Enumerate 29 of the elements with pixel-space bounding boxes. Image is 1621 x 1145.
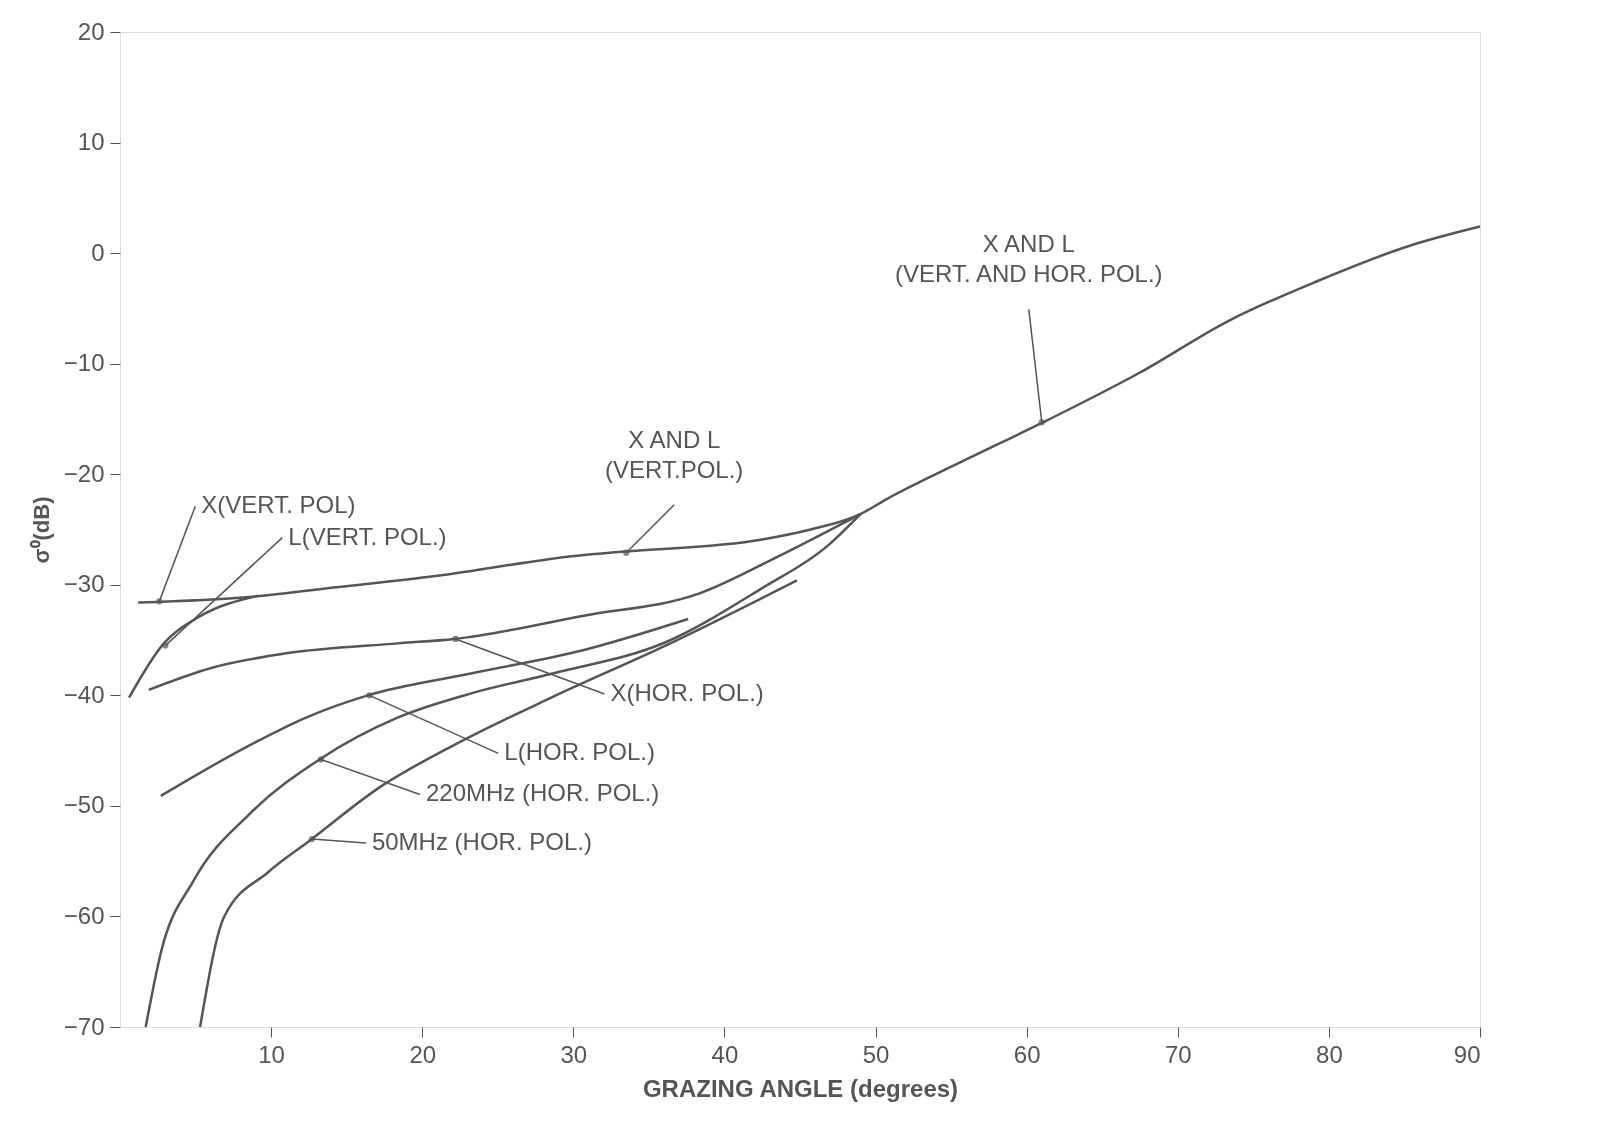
y-tick-label: 10 — [77, 128, 105, 156]
x-tick-label: 10 — [258, 1040, 285, 1068]
annotation: X(VERT. POL) — [201, 491, 356, 519]
y-axis-title: σ⁰(dB) — [28, 496, 54, 564]
x-tick-label: 60 — [1013, 1040, 1041, 1068]
annotation: L(HOR. POL.) — [504, 738, 656, 766]
y-tick-label: −20 — [63, 459, 105, 487]
y-tick-label: 0 — [91, 238, 105, 266]
x-tick-label: 40 — [711, 1040, 739, 1068]
y-tick-label: −40 — [63, 680, 105, 708]
x-axis-title: GRAZING ANGLE (degrees) — [642, 1074, 959, 1102]
y-tick-label: −10 — [63, 349, 105, 377]
y-tick-label: −50 — [63, 791, 105, 819]
y-tick-label: 20 — [77, 17, 105, 45]
y-tick-label: −60 — [63, 901, 105, 929]
annotation: X AND L (VERT.POL.) — [605, 425, 744, 483]
x-tick-label: 30 — [560, 1040, 588, 1068]
x-tick-label: 50 — [862, 1040, 890, 1068]
annotation: X(HOR. POL.) — [610, 678, 764, 706]
annotation: 220MHz (HOR. POL.) — [425, 779, 660, 807]
annotation: L(VERT. POL.) — [288, 522, 447, 550]
y-tick-label: −70 — [63, 1012, 105, 1040]
x-tick-label: 70 — [1164, 1040, 1192, 1068]
x-tick-label: 90 — [1453, 1040, 1481, 1068]
x-tick-label: 80 — [1316, 1040, 1343, 1068]
annotation: 50MHz (HOR. POL.) — [371, 828, 592, 856]
x-tick-label: 20 — [409, 1040, 437, 1068]
y-tick-label: −30 — [63, 570, 105, 598]
annotation: X AND L (VERT. AND HOR. POL.) — [894, 230, 1163, 288]
